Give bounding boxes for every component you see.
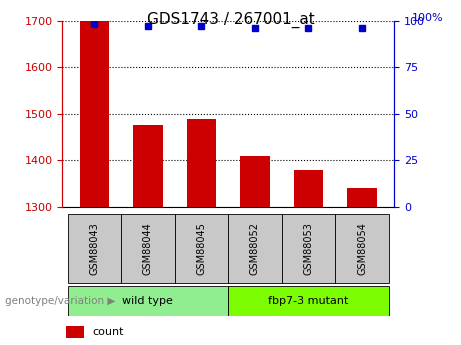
Text: count: count	[92, 327, 124, 337]
Text: GSM88052: GSM88052	[250, 222, 260, 275]
Text: wild type: wild type	[123, 296, 173, 306]
Bar	[133, 126, 163, 207]
Text: GSM88045: GSM88045	[196, 222, 207, 275]
Bar	[294, 170, 323, 207]
FancyBboxPatch shape	[175, 214, 228, 283]
FancyBboxPatch shape	[228, 214, 282, 283]
Text: GSM88044: GSM88044	[143, 222, 153, 275]
Bar	[80, 21, 109, 207]
Text: GSM88054: GSM88054	[357, 222, 367, 275]
Bar	[240, 156, 270, 207]
Bar	[187, 119, 216, 207]
Text: fbp7-3 mutant: fbp7-3 mutant	[268, 296, 349, 306]
Text: GSM88053: GSM88053	[303, 222, 313, 275]
Bar	[65, 326, 84, 338]
Text: GSM88043: GSM88043	[89, 222, 100, 275]
Text: GDS1743 / 267001_at: GDS1743 / 267001_at	[147, 12, 314, 28]
Y-axis label: 100%: 100%	[412, 13, 443, 23]
FancyBboxPatch shape	[282, 214, 335, 283]
FancyBboxPatch shape	[68, 286, 228, 316]
Bar	[347, 188, 377, 207]
FancyBboxPatch shape	[228, 286, 389, 316]
FancyBboxPatch shape	[68, 214, 121, 283]
FancyBboxPatch shape	[335, 214, 389, 283]
Text: genotype/variation ▶: genotype/variation ▶	[5, 296, 115, 306]
FancyBboxPatch shape	[121, 214, 175, 283]
